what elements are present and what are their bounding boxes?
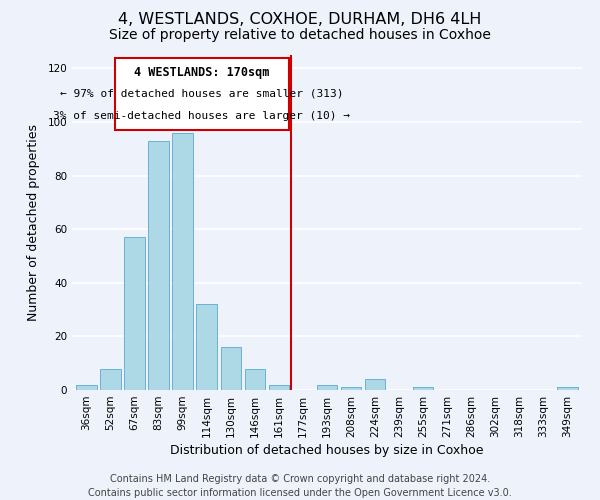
Bar: [245, 368, 265, 390]
Bar: [317, 384, 337, 390]
Text: Contains HM Land Registry data © Crown copyright and database right 2024.
Contai: Contains HM Land Registry data © Crown c…: [88, 474, 512, 498]
Bar: [124, 237, 145, 390]
Bar: [341, 388, 361, 390]
Bar: [148, 141, 169, 390]
Bar: [76, 384, 97, 390]
Bar: [269, 384, 289, 390]
Y-axis label: Number of detached properties: Number of detached properties: [28, 124, 40, 321]
Bar: [115, 58, 289, 130]
Bar: [557, 388, 578, 390]
Text: 4, WESTLANDS, COXHOE, DURHAM, DH6 4LH: 4, WESTLANDS, COXHOE, DURHAM, DH6 4LH: [118, 12, 482, 28]
Bar: [172, 132, 193, 390]
Text: ← 97% of detached houses are smaller (313): ← 97% of detached houses are smaller (31…: [60, 88, 344, 99]
Bar: [365, 380, 385, 390]
Bar: [413, 388, 433, 390]
Bar: [100, 368, 121, 390]
Text: 3% of semi-detached houses are larger (10) →: 3% of semi-detached houses are larger (1…: [53, 112, 350, 122]
X-axis label: Distribution of detached houses by size in Coxhoe: Distribution of detached houses by size …: [170, 444, 484, 457]
Text: 4 WESTLANDS: 170sqm: 4 WESTLANDS: 170sqm: [134, 66, 269, 78]
Bar: [221, 347, 241, 390]
Bar: [196, 304, 217, 390]
Text: Size of property relative to detached houses in Coxhoe: Size of property relative to detached ho…: [109, 28, 491, 42]
